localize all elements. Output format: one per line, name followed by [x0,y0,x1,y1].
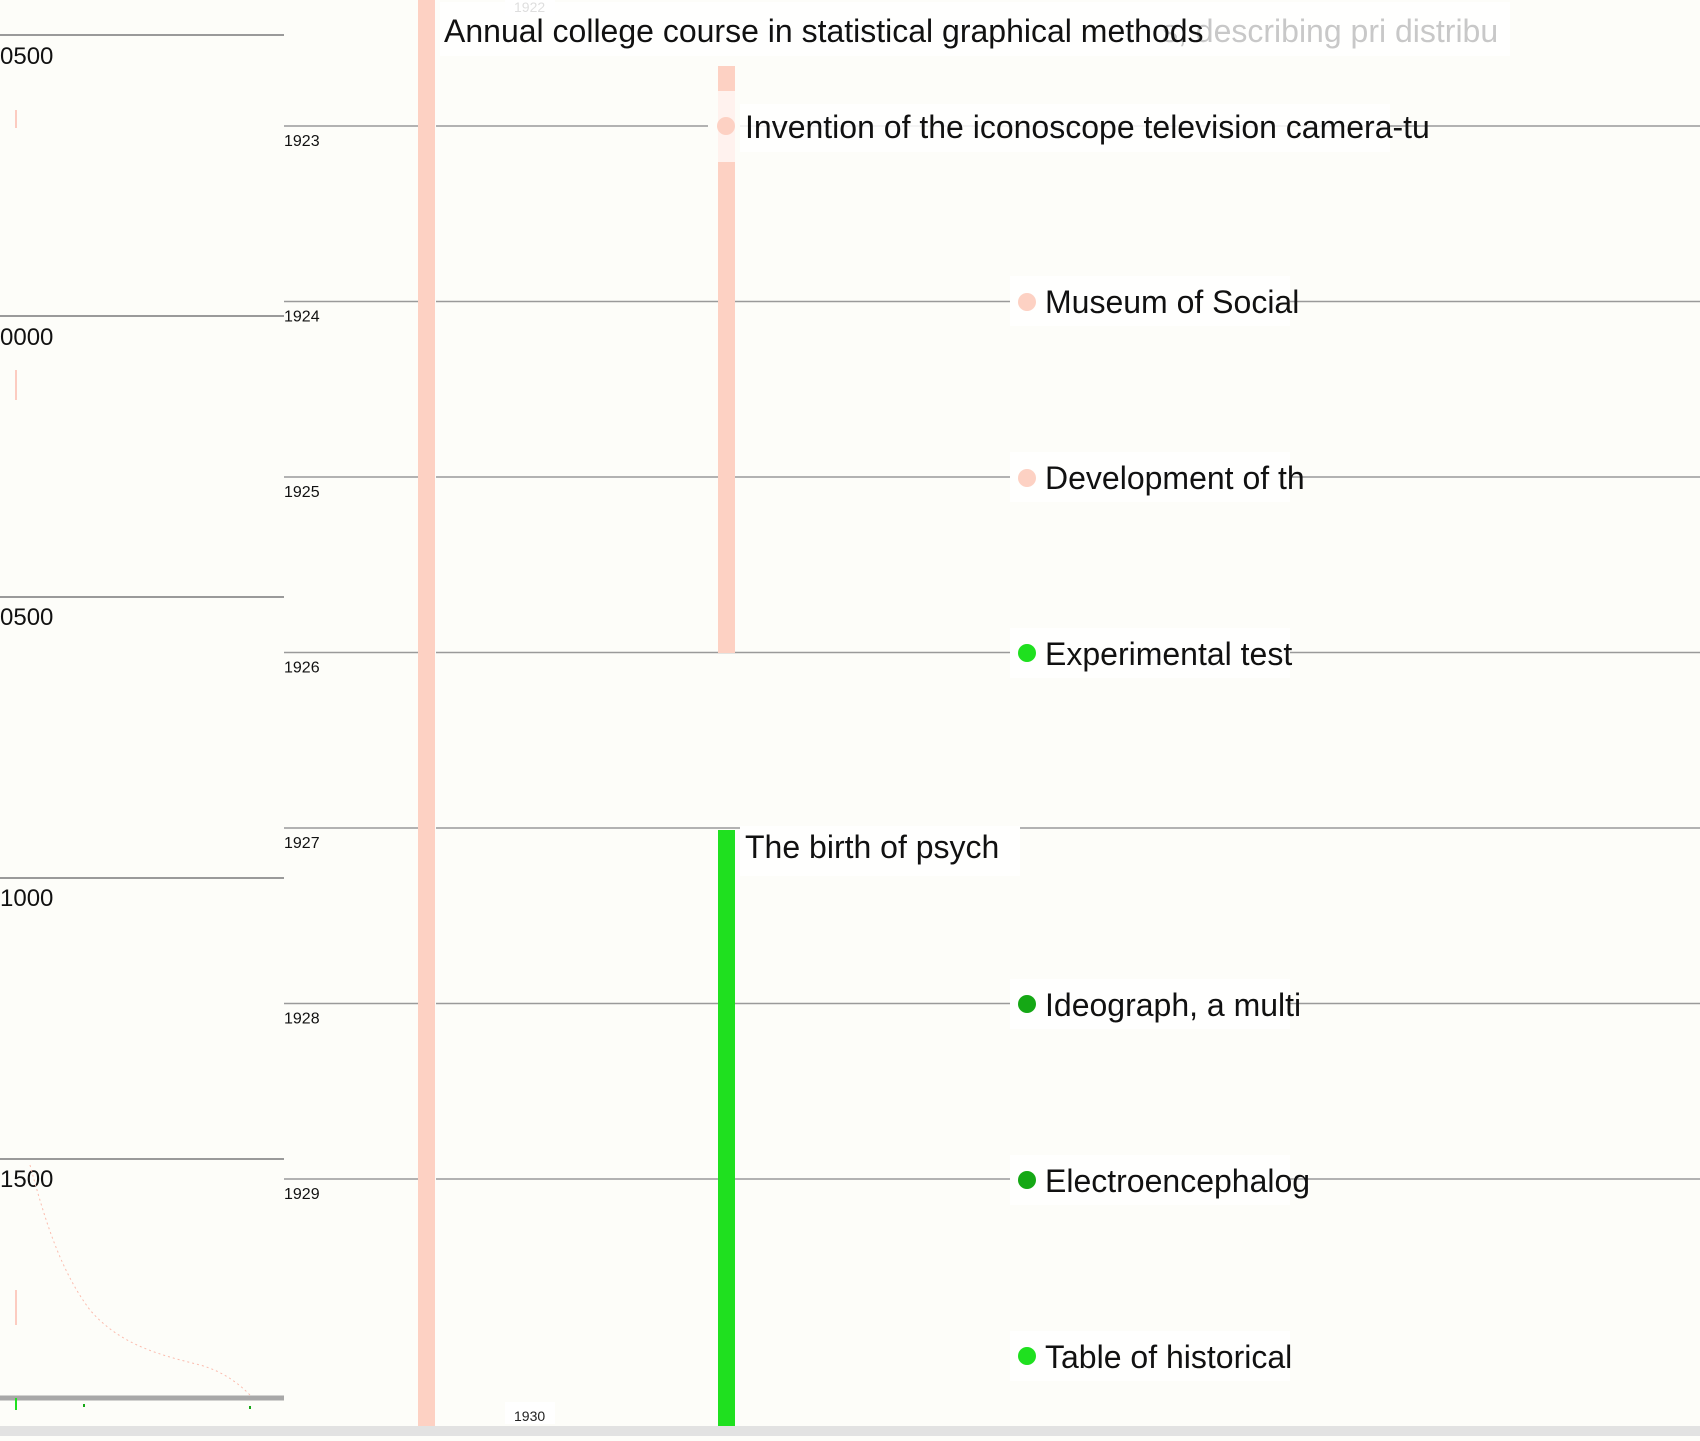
event-dot [1018,1171,1036,1189]
event-development[interactable]: Development of th [1010,452,1305,502]
event-label-bg [740,104,1390,152]
year-label: 1929 [284,1186,320,1203]
event-overlay-text: s, describing pri distribu [1162,13,1498,49]
event-electroencephalog[interactable]: Electroencephalog [1010,1155,1310,1205]
event-dot [717,117,735,135]
event-label: Development of th [1045,460,1305,496]
event-label: Experimental test [1045,636,1292,672]
event-annual-college-course[interactable]: s, describing pri distribu Annual colleg… [440,2,1510,56]
event-museum-social[interactable]: Museum of Social [1010,276,1299,326]
event-label-bg [1010,979,1290,1029]
year-label: 1924 [284,309,320,326]
year-label: 1923 [284,133,320,150]
density-curve [29,1164,251,1396]
density-tick-label: 1500 [0,1166,53,1193]
event-birth-psych[interactable]: The birth of psych [740,826,1020,876]
event-dot [1018,644,1036,662]
event-label: Ideograph, a multi [1045,987,1301,1023]
year-grid: 1923 1924 1925 1926 1927 1928 1929 [284,125,1700,1203]
year-label: 1927 [284,835,320,852]
event-label-bg [1010,452,1290,502]
event-experimental-test[interactable]: Experimental test [1010,628,1292,678]
event-label-bg [440,2,1510,56]
event-label: Museum of Social [1045,284,1299,320]
density-tick-label: 1000 [0,885,53,912]
event-label: Invention of the iconoscope television c… [745,109,1430,145]
era-bar-green[interactable] [718,830,735,1426]
event-iconoscope[interactable]: Invention of the iconoscope television c… [717,104,1430,152]
event-label: The birth of psych [745,829,999,865]
event-label: Annual college course in statistical gra… [444,13,1204,49]
event-ideograph[interactable]: Ideograph, a multi [1010,979,1301,1029]
era-bar-salmon-secondary[interactable] [718,66,735,653]
event-label-bg [1010,1331,1290,1381]
density-plot: 0500 0000 0500 1000 1500 [0,34,284,1410]
event-label-bg [1010,276,1290,326]
year-label: 1925 [284,484,320,501]
event-dot [1018,469,1036,487]
density-tick-label: 0500 [0,43,53,70]
event-label: Electroencephalog [1045,1163,1310,1199]
bottom-label-bg [505,1402,555,1424]
event-dot [1018,293,1036,311]
density-tick-label: 0000 [0,324,53,351]
year-label: 1928 [284,1011,320,1028]
density-tick-label: 0500 [0,604,53,631]
event-label: Table of historical [1045,1339,1292,1375]
event-table-historical[interactable]: Table of historical [1010,1331,1292,1381]
era-bar-salmon-main[interactable] [418,0,435,1426]
horizontal-scrollbar[interactable] [0,1426,1700,1436]
event-label-bg [740,826,1020,876]
event-label-bg [1010,628,1290,678]
timeline-bottom-label: 1930 [514,1408,545,1424]
year-label: 1926 [284,660,320,677]
event-dot [1018,995,1036,1013]
event-dot [1018,1347,1036,1365]
event-label-bg [1010,1155,1290,1205]
